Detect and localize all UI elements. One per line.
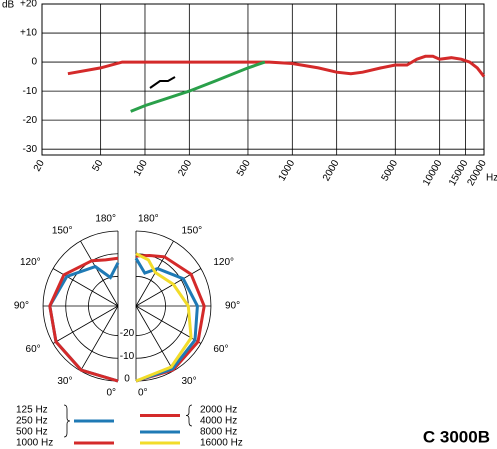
legend-brace — [63, 404, 71, 438]
legend-label: 250 Hz — [16, 416, 48, 427]
x-tick-label: 200 — [176, 158, 194, 178]
angle-label: 180° — [95, 214, 116, 225]
legend-label: 1000 Hz — [16, 438, 53, 449]
polar-grid-spoke — [80, 305, 119, 372]
response-curve — [130, 60, 266, 113]
x-axis-label: Hz — [486, 173, 497, 184]
polar-curve — [135, 252, 193, 383]
r-tick-label: -10 — [120, 351, 135, 362]
y-tick-label: +20 — [20, 0, 37, 10]
r-tick-label: 0 — [124, 374, 130, 385]
r-tick-label: -20 — [120, 328, 135, 339]
x-tick-label: 2000 — [321, 158, 342, 183]
y-tick-label: 0 — [31, 57, 37, 68]
y-tick-label: -30 — [23, 144, 38, 155]
response-curve — [67, 54, 486, 78]
legend-label: 4000 Hz — [200, 416, 237, 427]
angle-label: 90° — [14, 301, 29, 312]
plot-frame — [41, 3, 485, 156]
y-axis-label: dB — [2, 0, 15, 11]
x-tick-label: 1000 — [277, 158, 298, 183]
y-tick-label: +10 — [20, 28, 37, 39]
legend-label: 8000 Hz — [200, 427, 237, 438]
legend-label: 500 Hz — [16, 427, 48, 438]
angle-label: 0° — [106, 388, 116, 399]
angle-label: 30° — [57, 376, 72, 387]
legend-brace — [185, 404, 193, 427]
x-tick-label: 100 — [132, 158, 150, 178]
angle-label: 0° — [138, 388, 148, 399]
x-tick-label: 20 — [32, 158, 47, 174]
polar-curve — [134, 257, 199, 383]
angle-label: 120° — [213, 257, 234, 268]
x-tick-label: 10000 — [421, 158, 445, 188]
y-tick-label: -10 — [23, 86, 38, 97]
polar-grid-spoke — [80, 240, 119, 307]
angle-label: 120° — [20, 257, 41, 268]
legend-label: 16000 Hz — [200, 438, 243, 449]
polar-grid-spoke — [135, 305, 174, 372]
legend-label: 2000 Hz — [200, 405, 237, 416]
angle-label: 150° — [182, 225, 203, 236]
polar-grid-spoke — [52, 305, 119, 344]
polar-curve — [48, 256, 119, 383]
y-tick-label: -20 — [23, 115, 38, 126]
x-tick-label: 50 — [90, 158, 105, 174]
legend-label: 125 Hz — [16, 405, 48, 416]
angle-label: 60° — [26, 344, 41, 355]
model-name: C 3000B — [423, 427, 490, 446]
x-tick-label: 500 — [235, 158, 253, 178]
angle-label: 150° — [52, 225, 73, 236]
angle-label: 30° — [182, 376, 197, 387]
angle-label: 90° — [225, 301, 240, 312]
bass-cut-symbol — [149, 76, 176, 89]
angle-label: 180° — [138, 214, 159, 225]
angle-label: 60° — [213, 344, 228, 355]
x-tick-label: 5000 — [380, 158, 401, 183]
